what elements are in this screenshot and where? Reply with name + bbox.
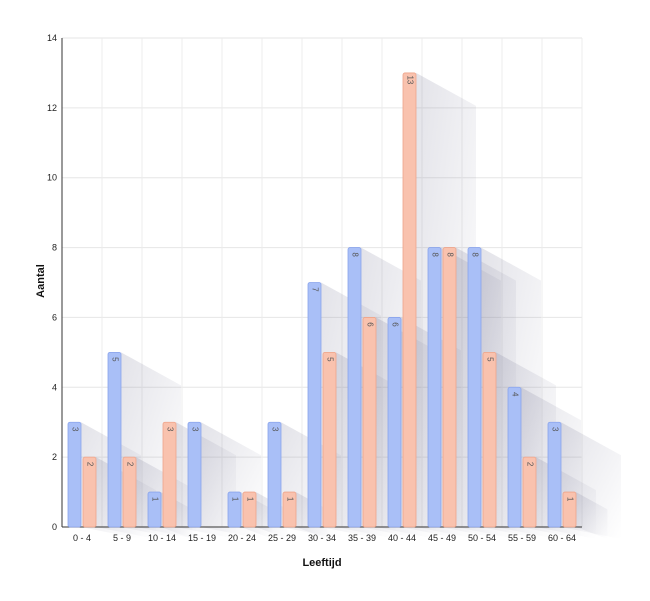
bar <box>122 456 137 528</box>
x-tick-label: 20 - 24 <box>228 533 256 543</box>
bar <box>147 491 162 528</box>
bar-value-label: 8 <box>350 252 359 257</box>
y-tick-label: 2 <box>52 452 57 462</box>
x-tick-label: 25 - 29 <box>268 533 296 543</box>
bar <box>402 72 417 528</box>
bar-value-label: 3 <box>165 427 174 432</box>
bar-value-label: 13 <box>405 75 414 84</box>
bar <box>107 351 122 528</box>
bar-value-label: 1 <box>245 497 254 502</box>
bar-value-label: 2 <box>125 462 134 467</box>
bar-value-label: 8 <box>470 252 479 257</box>
bar <box>442 247 457 528</box>
bar-value-label: 8 <box>430 252 439 257</box>
y-tick-label: 4 <box>52 382 57 392</box>
bar <box>362 317 377 528</box>
x-tick-label: 40 - 44 <box>388 533 416 543</box>
x-tick-label: 0 - 4 <box>73 533 91 543</box>
bar <box>242 491 257 528</box>
bar <box>507 386 522 528</box>
bar <box>522 456 537 528</box>
bar-value-label: 5 <box>485 357 494 362</box>
bar-value-label: 7 <box>310 287 319 292</box>
bar-value-label: 8 <box>445 252 454 257</box>
bar-value-label: 5 <box>325 357 334 362</box>
bar-value-label: 3 <box>70 427 79 432</box>
y-tick-label: 14 <box>47 33 57 43</box>
y-tick-label: 0 <box>52 522 57 532</box>
x-tick-label: 55 - 59 <box>508 533 536 543</box>
bar-value-label: 5 <box>110 357 119 362</box>
bar <box>82 456 97 528</box>
bar <box>482 351 497 528</box>
y-tick-label: 10 <box>47 173 57 183</box>
bar-value-label: 1 <box>285 497 294 502</box>
y-tick-label: 12 <box>47 103 57 113</box>
bar-value-label: 3 <box>190 427 199 432</box>
bar <box>547 421 562 528</box>
x-axis-title: Leeftijd <box>302 557 341 569</box>
x-tick-label: 15 - 19 <box>188 533 216 543</box>
x-tick-label: 35 - 39 <box>348 533 376 543</box>
bar-value-label: 2 <box>525 462 534 467</box>
bar <box>162 421 177 528</box>
x-tick-label: 50 - 54 <box>468 533 496 543</box>
bar <box>67 421 82 528</box>
bar <box>347 247 362 528</box>
bar <box>187 421 202 528</box>
bar-value-label: 1 <box>230 497 239 502</box>
bar <box>307 282 322 528</box>
bar <box>282 491 297 528</box>
bar-value-label: 1 <box>565 497 574 502</box>
x-tick-label: 10 - 14 <box>148 533 176 543</box>
x-tick-label: 45 - 49 <box>428 533 456 543</box>
bar <box>267 421 282 528</box>
y-tick-label: 8 <box>52 243 57 253</box>
bar-value-label: 2 <box>85 462 94 467</box>
bar <box>227 491 242 528</box>
x-tick-label: 60 - 64 <box>548 533 576 543</box>
bar <box>322 351 337 528</box>
bar <box>467 247 482 528</box>
bar <box>562 491 577 528</box>
x-tick-label: 5 - 9 <box>113 533 131 543</box>
y-tick-label: 6 <box>52 312 57 322</box>
bar <box>427 247 442 528</box>
bar-value-label: 1 <box>150 497 159 502</box>
bar-value-label: 6 <box>390 322 399 327</box>
y-axis-title: Aantal <box>35 264 47 298</box>
bar-value-label: 4 <box>510 392 519 397</box>
bar <box>387 317 402 528</box>
bar-shadow <box>576 492 608 539</box>
bar-value-label: 6 <box>365 322 374 327</box>
bar-value-label: 3 <box>550 427 559 432</box>
bar-value-label: 3 <box>270 427 279 432</box>
x-tick-label: 30 - 34 <box>308 533 336 543</box>
